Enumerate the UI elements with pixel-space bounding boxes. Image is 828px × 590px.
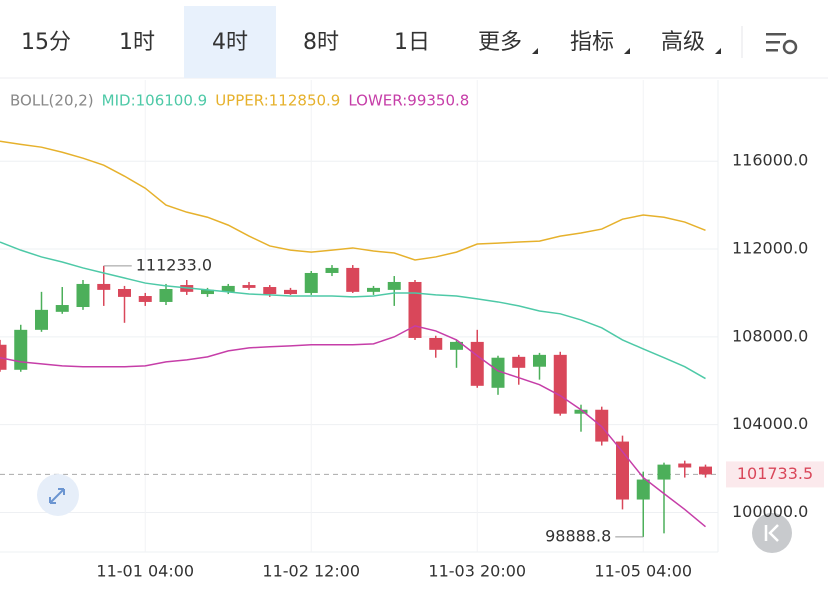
x-tick-label: 11-01 04:00 (96, 562, 194, 581)
candle-body (138, 296, 152, 302)
candle-body (491, 357, 505, 388)
candle-body (325, 267, 339, 273)
dropdown-triangle (532, 48, 538, 54)
candle-body (263, 287, 277, 295)
x-tick-label: 11-02 12:00 (262, 562, 360, 581)
candle-body (14, 329, 28, 370)
candle-body (242, 285, 256, 288)
annotation-label: 111233.0 (136, 255, 212, 274)
candle-body (284, 289, 297, 295)
legend-entry: MID:106100.9 (102, 92, 208, 110)
settings-icon[interactable] (766, 33, 798, 55)
tab[interactable]: 1时 (119, 30, 155, 55)
x-tick-label: 11-03 20:00 (428, 562, 526, 581)
candle-body (367, 287, 380, 292)
candle-body (533, 354, 546, 367)
dropdown-triangle (624, 48, 630, 54)
last-price-box (726, 461, 824, 488)
tab[interactable]: 1日 (394, 30, 430, 55)
band-line (0, 241, 706, 380)
candle-body (574, 409, 588, 414)
tab[interactable]: 高级 (661, 30, 705, 55)
tab-highlight (184, 6, 276, 78)
candle-body (304, 272, 318, 293)
candle-body (201, 289, 214, 295)
legend-entry: LOWER:99350.8 (348, 92, 469, 110)
expand-button[interactable] (37, 474, 79, 516)
y-tick-label: 108000.0 (732, 326, 808, 345)
candle-body (118, 288, 131, 297)
band-line (0, 140, 706, 261)
legend-entry: UPPER:112850.9 (215, 92, 340, 110)
candle-body (159, 288, 173, 302)
y-tick-label: 100000.0 (732, 502, 808, 521)
indicator-name: BOLL(20,2) (10, 92, 94, 110)
tab[interactable]: 8时 (303, 30, 339, 55)
candle-body (346, 267, 360, 292)
x-tick-label: 11-05 04:00 (594, 562, 692, 581)
candle-body (387, 281, 401, 290)
band-line (0, 325, 706, 528)
tab[interactable]: 指标 (570, 30, 614, 55)
candle-body (595, 409, 609, 442)
candle-body (450, 341, 463, 350)
tab[interactable]: 更多 (478, 30, 522, 55)
candle-body (55, 305, 69, 312)
last-price-label: 101733.5 (737, 464, 813, 483)
candle-body (616, 441, 629, 500)
collapse-button[interactable] (752, 513, 792, 553)
y-tick-label: 112000.0 (732, 239, 808, 258)
annotation-label: 98888.8 (545, 526, 611, 545)
candle-body (76, 283, 90, 307)
y-tick-label: 104000.0 (732, 414, 808, 433)
candle-body (553, 354, 567, 414)
candle-body (470, 341, 484, 386)
tab[interactable]: 15分 (21, 30, 71, 55)
candle-body (512, 356, 526, 368)
candle-body (408, 281, 422, 338)
candle-body (429, 337, 443, 350)
candle-body (678, 463, 692, 468)
tab[interactable]: 4时 (212, 30, 248, 55)
candle-body (699, 466, 712, 475)
candle-body (657, 464, 671, 480)
tab-bar (0, 0, 828, 78)
y-tick-label: 116000.0 (732, 151, 808, 170)
candle-body (97, 283, 111, 290)
candle-body (221, 285, 235, 292)
candle-body (636, 479, 650, 500)
candle-body (35, 309, 48, 330)
candle-body (0, 344, 7, 370)
dropdown-triangle (715, 48, 721, 54)
